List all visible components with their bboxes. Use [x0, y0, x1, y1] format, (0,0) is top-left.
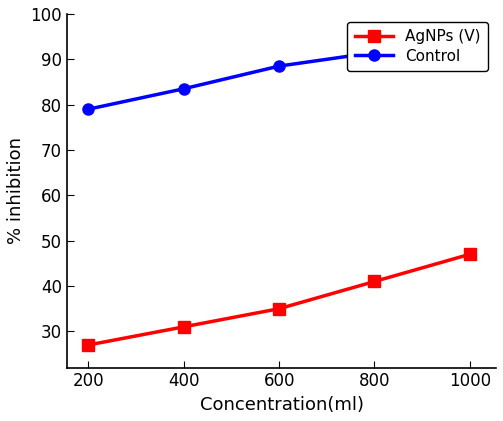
X-axis label: Concentration(ml): Concentration(ml): [200, 396, 364, 414]
AgNPs (V): [372, 279, 378, 284]
Control: [467, 34, 473, 39]
AgNPs (V): [467, 252, 473, 257]
AgNPs (V): [181, 324, 187, 329]
Y-axis label: % inhibition: % inhibition: [7, 137, 25, 244]
Control: [372, 50, 378, 55]
Control: [181, 86, 187, 91]
Legend: AgNPs (V), Control: AgNPs (V), Control: [347, 21, 488, 72]
Control: [276, 64, 282, 69]
AgNPs (V): [276, 306, 282, 311]
AgNPs (V): [86, 342, 92, 347]
Line: AgNPs (V): AgNPs (V): [83, 249, 475, 351]
Control: [86, 107, 92, 112]
Line: Control: Control: [83, 31, 475, 115]
